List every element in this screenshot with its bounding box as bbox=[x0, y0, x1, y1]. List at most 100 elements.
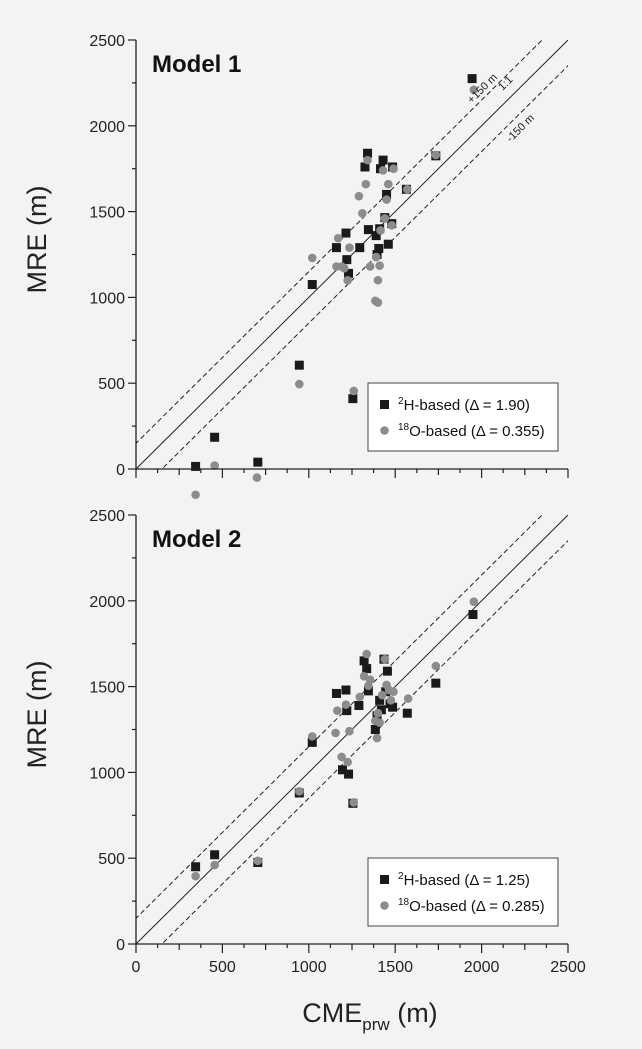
data-point-o18 bbox=[375, 261, 384, 270]
axes: 0 500 1000 1500 2000 2500 bbox=[89, 33, 569, 479]
data-point-h2 bbox=[355, 243, 365, 253]
data-point-h2 bbox=[348, 394, 358, 404]
legend-series-name: O-based bbox=[409, 898, 467, 915]
legend: 2H-based (Δ = 1.25) 18O-based (Δ = 0.285) bbox=[367, 857, 559, 927]
data-point-h2 bbox=[210, 432, 220, 442]
data-point-h2 bbox=[307, 280, 317, 290]
y-tick-label: 1500 bbox=[89, 680, 125, 697]
data-point-h2 bbox=[344, 769, 354, 779]
data-point-h2 bbox=[191, 862, 201, 872]
data-point-h2 bbox=[253, 457, 263, 467]
x-tick-label: 0 bbox=[132, 959, 141, 976]
data-point-o18 bbox=[252, 473, 262, 482]
data-point-h2 bbox=[388, 702, 398, 712]
data-point-h2 bbox=[468, 610, 478, 620]
y-tick-label: 1500 bbox=[89, 205, 125, 222]
y-tick-label: 1000 bbox=[89, 765, 125, 782]
x-axis-title-unit: (m) bbox=[390, 998, 438, 1028]
legend-series-name: H-based bbox=[404, 872, 461, 889]
y-tick-label: 2500 bbox=[89, 508, 125, 525]
data-point-o18 bbox=[378, 166, 388, 175]
data-point-o18 bbox=[331, 728, 340, 738]
legend-delta: (Δ = 1.25) bbox=[460, 872, 530, 889]
reference-line bbox=[136, 515, 543, 919]
data-point-o18 bbox=[380, 214, 390, 223]
y-tick-label: 2500 bbox=[89, 33, 125, 50]
data-point-o18 bbox=[373, 708, 383, 718]
y-tick-label: 2000 bbox=[89, 594, 125, 611]
data-point-h2 bbox=[382, 189, 392, 199]
data-point-o18 bbox=[380, 654, 390, 664]
legend-superscript: 2 bbox=[398, 396, 404, 407]
data-point-o18 bbox=[307, 732, 317, 741]
data-point-h2 bbox=[375, 695, 385, 705]
data-point-h2 bbox=[376, 705, 386, 715]
data-point-h2 bbox=[362, 664, 372, 674]
data-point-o18 bbox=[191, 490, 200, 500]
data-point-h2 bbox=[344, 268, 354, 278]
legend-marker-circle bbox=[380, 426, 389, 435]
data-point-h2 bbox=[307, 737, 317, 747]
y-axis-title: MRE (m) bbox=[22, 186, 52, 294]
panel-title: Model 1 bbox=[152, 51, 241, 78]
reference-line bbox=[136, 40, 568, 469]
data-point-h2 bbox=[383, 239, 393, 249]
data-point-o18 bbox=[354, 191, 364, 201]
data-point-h2 bbox=[342, 255, 352, 265]
data-point-o18 bbox=[349, 798, 359, 807]
data-point-o18 bbox=[386, 696, 396, 705]
data-point-h2 bbox=[402, 708, 412, 718]
legend-series-name: O-based bbox=[409, 423, 467, 440]
reference-lines bbox=[136, 40, 568, 469]
data-point-o18 bbox=[402, 184, 412, 194]
data-point-h2 bbox=[210, 850, 220, 860]
data-point-o18 bbox=[361, 179, 371, 189]
reference-line bbox=[161, 65, 568, 469]
data-points bbox=[191, 74, 479, 500]
data-point-o18 bbox=[343, 757, 352, 767]
y-tick-label: 0 bbox=[116, 937, 125, 954]
legend-superscript: 18 bbox=[398, 422, 410, 433]
legend-entry: 18O-based (Δ = 0.285) bbox=[398, 897, 545, 915]
data-point-h2 bbox=[363, 686, 373, 696]
legend-delta: (Δ = 0.285) bbox=[467, 898, 545, 915]
data-point-o18 bbox=[371, 252, 381, 262]
legend-superscript: 2 bbox=[398, 871, 404, 882]
data-point-h2 bbox=[363, 225, 373, 235]
data-point-o18 bbox=[339, 263, 349, 273]
legend-entry: 2H-based (Δ = 1.25) bbox=[398, 871, 530, 889]
legend-box bbox=[367, 382, 559, 452]
data-point-o18 bbox=[377, 690, 387, 700]
data-point-h2 bbox=[331, 688, 341, 698]
data-point-h2 bbox=[467, 74, 477, 84]
y-tick-label: 1000 bbox=[89, 290, 125, 307]
data-point-o18 bbox=[349, 386, 359, 396]
legend-series-name: H-based bbox=[404, 397, 461, 414]
data-point-o18 bbox=[469, 85, 479, 95]
data-point-o18 bbox=[253, 856, 263, 866]
data-point-o18 bbox=[210, 461, 219, 470]
data-point-o18 bbox=[307, 253, 317, 263]
data-point-h2 bbox=[371, 231, 381, 241]
data-point-h2 bbox=[382, 666, 392, 676]
data-point-o18 bbox=[294, 786, 304, 796]
data-point-o18 bbox=[372, 733, 382, 743]
y-axis-title: MRE (m) bbox=[22, 661, 52, 769]
data-point-o18 bbox=[389, 164, 398, 173]
panel-model-2: 0 500 1000 1500 2000 2500 0 500 1000 1500 2000 2500… bbox=[22, 508, 586, 976]
data-point-o18 bbox=[358, 209, 367, 218]
data-point-o18 bbox=[341, 700, 351, 709]
data-point-o18 bbox=[403, 694, 413, 703]
data-point-o18 bbox=[333, 233, 343, 243]
legend: 2H-based (Δ = 1.90) 18O-based (Δ = 0.355) bbox=[367, 382, 559, 452]
data-points bbox=[191, 597, 479, 881]
legend-marker-square bbox=[380, 400, 389, 409]
data-point-o18 bbox=[382, 195, 391, 204]
x-tick-label: 1000 bbox=[291, 959, 327, 976]
data-point-o18 bbox=[375, 718, 384, 727]
data-point-o18 bbox=[469, 597, 479, 606]
data-point-o18 bbox=[345, 726, 354, 736]
y-tick-label: 2000 bbox=[89, 119, 125, 136]
data-point-h2 bbox=[370, 725, 380, 734]
